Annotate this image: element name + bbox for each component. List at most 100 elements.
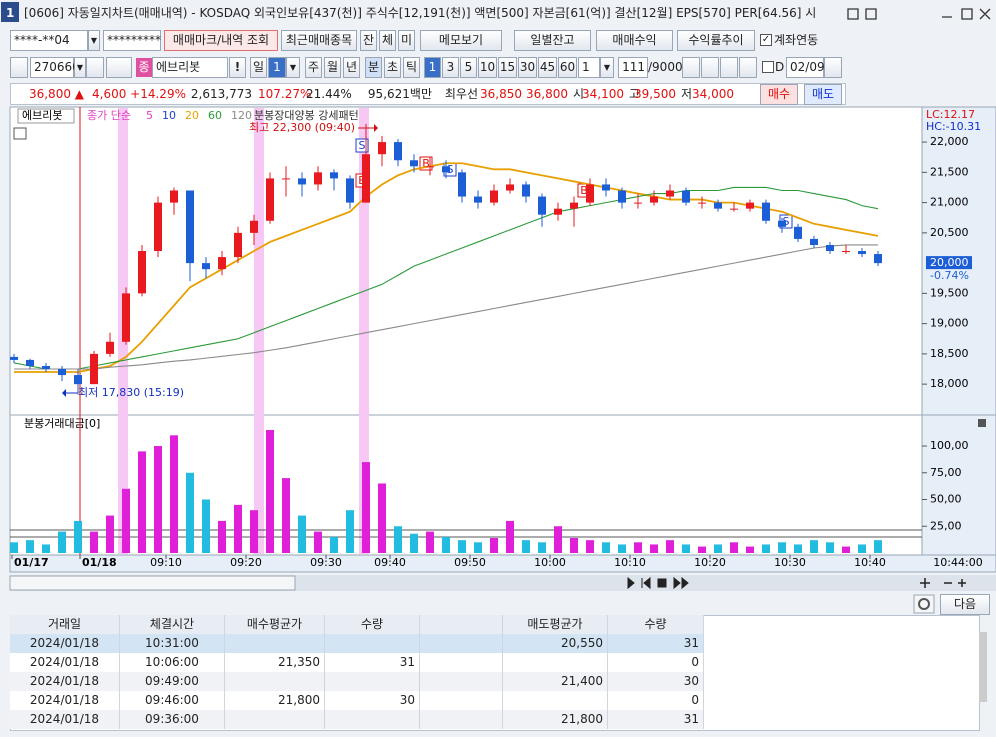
playback-controls[interactable]	[627, 576, 689, 590]
code-input[interactable]: 270660	[30, 57, 80, 78]
candle-body	[442, 166, 450, 173]
table-cell: 10:06:00	[120, 653, 225, 672]
profit-button[interactable]: 매매수익	[596, 30, 673, 51]
table-cell: 2024/01/18	[10, 653, 120, 672]
table-row[interactable]: 2024/01/18 10:31:00 20,550 31	[10, 634, 704, 653]
memo-button[interactable]: 메모보기	[420, 30, 502, 51]
hc-label: HC:-10.31	[926, 120, 981, 133]
sell-mark-label: S	[447, 163, 454, 176]
link-checkbox[interactable]: ✓	[760, 34, 772, 46]
y-tick-label: 21,500	[930, 165, 969, 178]
sell-button[interactable]: 매도	[804, 84, 842, 105]
table-cell: 21,400	[503, 672, 608, 691]
period-button[interactable]: 년	[343, 57, 360, 78]
minute-button[interactable]: 3	[442, 57, 459, 78]
table-row[interactable]: 2024/01/18 10:06:00 21,350 31 0	[10, 653, 704, 672]
tool-button[interactable]	[701, 57, 719, 78]
table-cell	[325, 710, 420, 729]
volume-bar	[570, 538, 578, 553]
minute-button[interactable]: 15	[498, 57, 517, 78]
date-input[interactable]: 02/09	[786, 57, 825, 78]
minute-button[interactable]: 60	[558, 57, 577, 78]
table-cell: 31	[608, 710, 704, 729]
candle-body	[154, 202, 162, 252]
alert-button[interactable]: !	[229, 57, 246, 78]
tool-button[interactable]	[682, 57, 700, 78]
volume-bar	[138, 451, 146, 553]
period-button[interactable]: 틱	[403, 57, 420, 78]
menu-icon[interactable]	[10, 57, 28, 78]
window-controls[interactable]	[847, 8, 991, 20]
calendar-button[interactable]	[824, 57, 842, 78]
account-input[interactable]: ****-**04	[10, 30, 88, 51]
buy-button[interactable]: 매수	[760, 84, 798, 105]
unfilled-button[interactable]: 미	[398, 30, 415, 51]
volume-bar	[554, 526, 562, 553]
volume-bar	[346, 510, 354, 553]
table-scrollbar[interactable]	[979, 632, 987, 702]
day-count[interactable]: 1	[268, 57, 286, 78]
candle-body	[458, 172, 466, 197]
day-dropdown[interactable]: ▼	[286, 57, 300, 78]
volume-bar	[298, 515, 306, 553]
sound-button[interactable]	[106, 57, 132, 78]
search-button[interactable]	[86, 57, 104, 78]
unit-dropdown[interactable]: ▼	[600, 57, 614, 78]
filled-button[interactable]: 체	[379, 30, 396, 51]
save-button[interactable]	[720, 57, 738, 78]
password-input[interactable]: *********	[103, 30, 161, 51]
settings-button[interactable]	[913, 594, 935, 614]
volume: 2,613,773	[190, 87, 252, 101]
next-button[interactable]: 다음	[940, 594, 990, 615]
low-label: 저	[680, 87, 692, 101]
minute-button[interactable]: 10	[478, 57, 497, 78]
volume-bar	[362, 462, 370, 553]
recent-button[interactable]: 최근매매종목	[281, 30, 357, 51]
sell-mark-label: S	[783, 215, 790, 228]
settings-button[interactable]	[739, 57, 757, 78]
ma-label: 종가 단순	[87, 109, 131, 122]
trade-mark-button[interactable]: 매매마크/내역 조회	[164, 30, 278, 51]
minute-button[interactable]: 1	[424, 57, 441, 78]
zoom-controls[interactable]	[920, 578, 966, 588]
grid-icon[interactable]	[13, 127, 27, 140]
date-checkbox[interactable]	[762, 61, 774, 73]
table-cell	[225, 672, 325, 691]
period-button[interactable]: 분	[365, 57, 382, 78]
minute-button[interactable]: 30	[518, 57, 537, 78]
candle-body	[138, 251, 146, 294]
scroll-thumb[interactable]	[9, 575, 296, 591]
return-trend-button[interactable]: 수익률추이	[677, 30, 755, 51]
code-dropdown[interactable]: ▼	[74, 57, 86, 78]
count-input[interactable]: 111	[618, 57, 648, 78]
unit-input[interactable]: 1	[578, 57, 600, 78]
volume-bar	[762, 544, 770, 553]
daily-balance-button[interactable]: 일별잔고	[514, 30, 591, 51]
volume-bar	[714, 544, 722, 553]
candle-body	[90, 353, 98, 385]
account-dropdown[interactable]: ▼	[88, 30, 100, 51]
table-cell: 31	[608, 634, 704, 653]
candle-body	[762, 202, 770, 221]
minute-button[interactable]: 5	[460, 57, 477, 78]
minute-button[interactable]: 45	[538, 57, 557, 78]
table-row[interactable]: 2024/01/18 09:36:00 21,800 31	[10, 710, 704, 729]
candle-body	[506, 184, 514, 191]
table-cell: 21,800	[503, 710, 608, 729]
table-cell: 0	[608, 691, 704, 710]
balance-button[interactable]: 잔	[360, 30, 377, 51]
x-tick-label: 10:00	[534, 556, 566, 569]
table-row[interactable]: 2024/01/18 09:49:00 21,400 30	[10, 672, 704, 691]
period-button[interactable]: 주	[305, 57, 322, 78]
table-row[interactable]: 2024/01/18 09:46:00 21,800 30 0	[10, 691, 704, 710]
period-button[interactable]: 월	[324, 57, 341, 78]
stock-name[interactable]: 에브리봇	[152, 57, 228, 78]
volume-title: 분봉거래대금[0]	[24, 417, 100, 430]
volume-bar	[154, 446, 162, 553]
day-button[interactable]: 일	[250, 57, 267, 78]
panel-close[interactable]	[978, 419, 986, 427]
amount: 95,621백만	[367, 87, 432, 101]
period-button[interactable]: 초	[384, 57, 401, 78]
